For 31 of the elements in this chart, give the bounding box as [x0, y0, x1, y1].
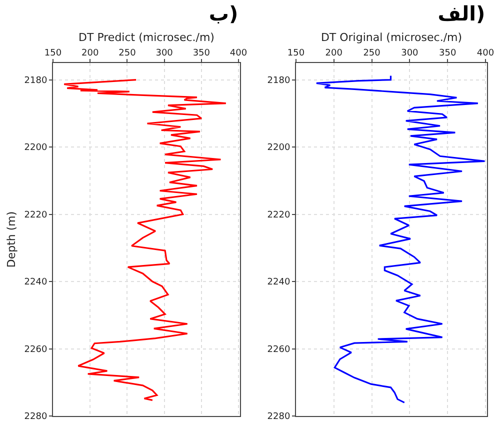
x-tick-label: 350 [438, 48, 456, 58]
y-tick-label: 2260 [24, 344, 48, 355]
x-tick-label: 150 [287, 48, 305, 58]
chart-title: ب) [208, 1, 238, 26]
y-tick-label: 2220 [24, 210, 48, 220]
y-tick-label: 2220 [267, 210, 290, 220]
y-tick-label: 2280 [24, 412, 48, 422]
y-tick-label: 2200 [267, 143, 290, 154]
x-axis-title: DT Predict (microsec./m) [78, 31, 214, 44]
chart-title: الف) [438, 1, 486, 26]
y-tick-label: 2280 [267, 412, 290, 422]
x-tick-label: 400 [230, 48, 248, 58]
x-axis-title: DT Original (microsec./m) [320, 31, 462, 44]
y-tick-label: 2240 [24, 278, 48, 288]
x-tick-label: 300 [156, 48, 174, 58]
y-tick-label: 2260 [267, 344, 290, 355]
y-tick-label: 2200 [24, 143, 48, 154]
x-tick-label: 300 [401, 48, 419, 58]
x-tick-label: 150 [44, 48, 62, 58]
x-tick-label: 200 [82, 48, 99, 58]
line-series [63, 79, 227, 401]
x-tick-label: 200 [325, 48, 343, 58]
x-tick-label: 250 [363, 48, 381, 58]
x-tick-label: 250 [118, 48, 136, 58]
line-series [316, 74, 486, 404]
y-tick-label: 2180 [267, 76, 290, 86]
x-tick-label: 400 [476, 48, 494, 58]
y-tick-label: 2180 [24, 76, 48, 86]
y-tick-label: 2240 [267, 278, 290, 288]
y-axis-title: Depth (m) [4, 211, 18, 268]
x-tick-label: 350 [192, 48, 210, 58]
